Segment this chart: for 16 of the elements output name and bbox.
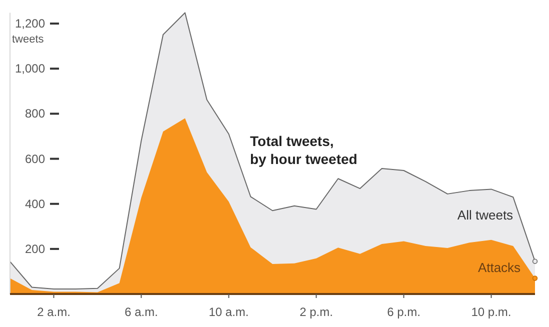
y-axis-title: tweets xyxy=(12,34,44,46)
y-tick-label: 800 xyxy=(24,106,46,121)
x-tick-label: 6 a.m. xyxy=(124,305,158,319)
x-tick-label: 2 a.m. xyxy=(37,305,70,319)
y-tick-label: 1,000 xyxy=(14,62,46,76)
series-label: All tweets xyxy=(457,208,514,223)
y-tick-label: 200 xyxy=(24,242,46,256)
x-tick-label: 2 p.m. xyxy=(300,305,333,319)
y-tick-label: 600 xyxy=(24,152,46,166)
text: Total tweets, by hour tweeted xyxy=(250,133,358,167)
x-tick-label: 10 a.m. xyxy=(208,305,249,319)
x-tick-label: 6 p.m. xyxy=(387,305,420,319)
x-tick-label: 10 p.m. xyxy=(471,305,512,319)
y-tick-label: 400 xyxy=(24,196,46,211)
series-label: Attacks xyxy=(478,260,522,275)
y-tick-label: 1,200 xyxy=(14,16,46,31)
